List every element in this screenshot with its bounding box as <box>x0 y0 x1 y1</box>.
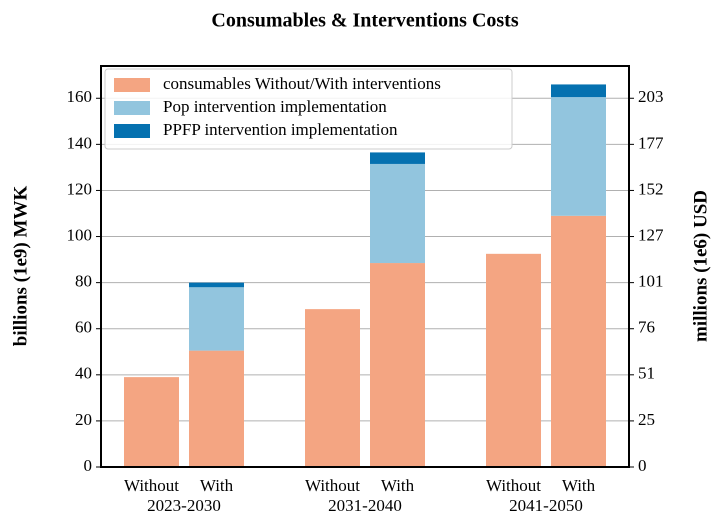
bar-segment <box>551 215 606 467</box>
y2-tick-label: 152 <box>638 179 664 198</box>
group-label: 2031-2040 <box>328 496 402 515</box>
x-tick-label: With <box>200 476 234 495</box>
y2-tick-label: 76 <box>638 318 655 337</box>
y-tick-label: 100 <box>67 225 93 244</box>
x-tick-label: Without <box>305 476 360 495</box>
bar-segment <box>189 287 244 351</box>
legend-label: Pop intervention implementation <box>163 97 387 116</box>
legend-swatch <box>114 101 150 115</box>
plot-frame <box>100 65 630 468</box>
y2-tick-label: 203 <box>638 87 664 106</box>
y-tick-label: 20 <box>75 410 92 429</box>
y2-tick-label: 0 <box>638 456 647 475</box>
y2-axis-label: millions (1e6) USD <box>690 190 711 342</box>
chart-title: Consumables & Interventions Costs <box>211 10 518 32</box>
y2-tick-label: 51 <box>638 364 655 383</box>
y-axis-label: billions (1e9) MWK <box>10 186 31 347</box>
bar-segment <box>189 350 244 467</box>
y2-tick-label: 127 <box>638 225 664 244</box>
x-tick-label: Without <box>486 476 541 495</box>
y-tick-label: 120 <box>67 179 93 198</box>
x-tick-label: With <box>381 476 415 495</box>
bar-segment <box>551 84 606 98</box>
y-tick-label: 140 <box>67 133 93 152</box>
y2-tick-label: 101 <box>638 272 664 291</box>
y-tick-label: 0 <box>84 456 93 475</box>
bar-segment <box>189 282 244 288</box>
legend-swatch <box>114 78 150 92</box>
y-tick-label: 80 <box>75 272 92 291</box>
bar-segment <box>305 309 360 467</box>
bar-segment <box>370 263 425 467</box>
bar-segment <box>486 253 541 467</box>
x-tick-label: Without <box>124 476 179 495</box>
legend-label: PPFP intervention implementation <box>163 120 398 139</box>
bar-segment <box>551 97 606 216</box>
bar-segment <box>370 152 425 164</box>
group-label: 2023-2030 <box>147 496 221 515</box>
bar-segment <box>124 377 179 467</box>
y-tick-label: 40 <box>75 364 92 383</box>
legend-label: consumables Without/With interventions <box>163 74 441 93</box>
legend-swatch <box>114 124 150 138</box>
y-tick-label: 60 <box>75 318 92 337</box>
y2-tick-label: 25 <box>638 410 655 429</box>
y-tick-label: 160 <box>67 87 93 106</box>
group-label: 2041-2050 <box>509 496 583 515</box>
y2-tick-label: 177 <box>638 133 664 152</box>
bar-segment <box>370 163 425 264</box>
x-tick-label: With <box>562 476 596 495</box>
legend-box <box>104 68 513 150</box>
